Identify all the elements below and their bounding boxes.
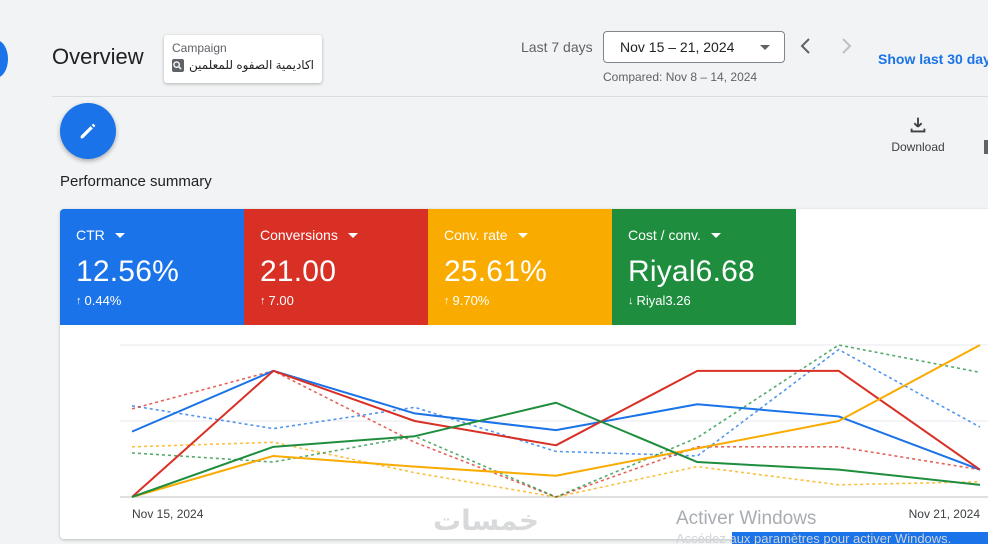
section-title: Performance summary (60, 173, 212, 190)
download-label: Download (891, 140, 945, 154)
metric-change: 0.44% (84, 293, 122, 308)
series-line-conversions-current (131, 369, 981, 498)
taskbar-strip (732, 532, 988, 544)
series-line-ctr-current (131, 369, 981, 471)
watermark-logo: خمسات (433, 505, 540, 536)
search-campaign-icon (172, 58, 184, 72)
download-button[interactable]: Download (884, 114, 952, 158)
series-line-cost-conv--current (131, 401, 981, 498)
activate-windows-title: Activer Windows (676, 508, 817, 529)
series-line-ctr-previous (131, 348, 981, 457)
next-period-button[interactable] (836, 36, 856, 56)
pencil-icon (80, 123, 96, 139)
metric-dropdown-icon[interactable] (114, 232, 125, 238)
performance-card: Nov 15, 2024 Nov 21, 2024 CTR 12.56% ↑ 0.4… (60, 209, 988, 539)
metric-name: Conv. rate (444, 227, 508, 243)
metric-tile-cost-per-conv[interactable]: Cost / conv. Riyal6.68 ↓ Riyal3.26 (612, 209, 796, 325)
campaign-name: اكاديمية الصفوه للمعلمين (188, 58, 314, 72)
series-line-conv-rate-current (131, 344, 981, 498)
arrow-up-icon: ↑ (260, 294, 266, 307)
metric-change: 9.70% (452, 293, 490, 308)
metric-value: 12.56% (76, 255, 179, 288)
metric-dropdown-icon[interactable] (517, 232, 528, 238)
metric-dropdown-icon[interactable] (710, 232, 721, 238)
date-range-value: Nov 15 – 21, 2024 (620, 39, 735, 55)
metric-value: 25.61% (444, 255, 547, 288)
metric-value: Riyal6.68 (628, 255, 755, 288)
arrow-up-icon: ↑ (444, 294, 450, 307)
metric-name: Cost / conv. (628, 227, 701, 243)
metric-change: Riyal3.26 (636, 293, 691, 308)
header-divider (52, 96, 988, 97)
series-line-conv-rate-previous (131, 441, 981, 498)
activate-windows-subtitle: Accédez aux paramètres pour activer Wind… (676, 531, 952, 544)
nav-menu-button[interactable] (0, 40, 8, 78)
dropdown-caret-icon (760, 45, 770, 50)
metric-value: 21.00 (260, 255, 337, 288)
x-axis-label-start: Nov 15, 2024 (132, 507, 204, 521)
arrow-down-icon: ↓ (628, 294, 634, 307)
arrow-up-icon: ↑ (76, 294, 82, 307)
metric-name: Conversions (260, 227, 338, 243)
campaign-selector[interactable]: Campaign اكاديمية الصفوه للمعلمين (164, 35, 322, 83)
performance-chart: Nov 15, 2024 Nov 21, 2024 (120, 344, 988, 521)
metric-tile-conversions[interactable]: Conversions 21.00 ↑ 7.00 (244, 209, 428, 325)
x-axis-label-end: Nov 21, 2024 (909, 507, 981, 521)
date-range-prefix: Last 7 days (521, 39, 593, 55)
comparison-period: Compared: Nov 8 – 14, 2024 (603, 70, 758, 84)
metric-tile-conv-rate[interactable]: Conv. rate 25.61% ↑ 9.70% (428, 209, 612, 325)
metric-dropdown-icon[interactable] (347, 232, 358, 238)
metric-name: CTR (76, 227, 105, 243)
download-icon (910, 117, 926, 133)
more-toolbar-icon[interactable] (984, 140, 988, 154)
metric-tiles: CTR 12.56% ↑ 0.44% Conversions 21.00 ↑ 7.0… (60, 209, 796, 325)
previous-period-button[interactable] (796, 36, 816, 56)
chevron-right-icon (842, 38, 852, 54)
metric-tile-ctr[interactable]: CTR 12.56% ↑ 0.44% (60, 209, 244, 325)
campaign-label: Campaign (172, 41, 227, 55)
series-line-conversions-previous (131, 370, 981, 498)
date-range-dropdown[interactable]: Nov 15 – 21, 2024 (603, 31, 785, 63)
metric-change: 7.00 (268, 293, 294, 308)
chevron-left-icon (800, 38, 810, 54)
show-last-30-days-link[interactable]: Show last 30 days (878, 51, 988, 67)
series-line-cost-conv--previous (131, 344, 981, 498)
edit-button[interactable] (60, 103, 116, 159)
page-title: Overview (52, 44, 144, 69)
